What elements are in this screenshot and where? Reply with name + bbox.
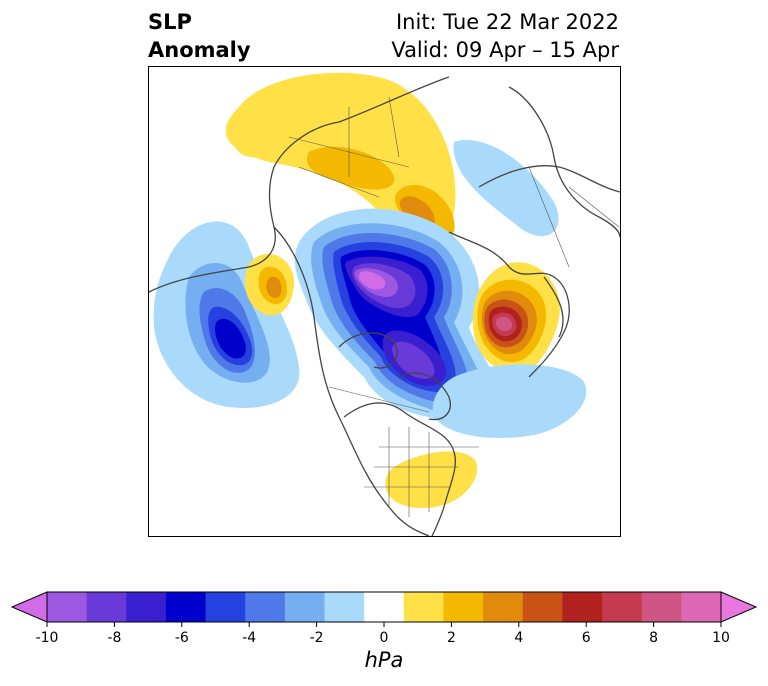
variable-title: SLP Anomaly <box>148 8 251 64</box>
colorbar-tick-label: 2 <box>447 630 456 646</box>
colorbar-segment <box>47 592 88 622</box>
west-pacific-high <box>232 113 278 158</box>
east-siberia-negative <box>453 140 559 237</box>
aleutian-low <box>153 221 300 408</box>
map-canvas <box>149 72 620 536</box>
colorbar-segment <box>562 592 603 622</box>
colorbar-segment <box>483 592 524 622</box>
colorbar-extend-min <box>10 591 48 623</box>
colorbar-segment <box>86 592 127 622</box>
colorbar-segment <box>324 592 365 622</box>
alaska-high <box>244 253 294 316</box>
colorbar-tick-label: -8 <box>107 630 121 646</box>
colorbar-tick-label: 8 <box>649 630 658 646</box>
variable-title-line2: Anomaly <box>148 38 251 62</box>
southeast-us-high <box>385 451 478 509</box>
colorbar-segment <box>126 592 167 622</box>
colorbar-segment <box>403 592 444 622</box>
atlantic-negative <box>432 364 587 438</box>
political-borders <box>288 96 620 517</box>
colorbar-segments <box>10 591 758 623</box>
arctic-canada-low <box>294 208 505 424</box>
colorbar-tick-label: -4 <box>242 630 256 646</box>
colorbar-tick-label: -6 <box>175 630 189 646</box>
north-atlantic-high <box>472 262 560 374</box>
colorbar-segment <box>602 592 643 622</box>
colorbar-segment <box>641 592 682 622</box>
map-panel <box>148 66 621 537</box>
colorbar-ticks: -10 -8 -6 -4 -2 0 2 4 6 8 10 <box>36 622 730 646</box>
colorbar-tick-label: 4 <box>514 630 523 646</box>
init-date: Init: Tue 22 Mar 2022 <box>395 10 619 34</box>
variable-title-line1: SLP <box>148 10 192 34</box>
colorbar-segment <box>165 592 207 622</box>
colorbar-tick-label: 6 <box>582 630 591 646</box>
colorbar-segment <box>284 592 326 622</box>
colorbar-tick-label: -2 <box>310 630 324 646</box>
colorbar-tick-label: -10 <box>36 630 59 646</box>
colorbar-segment <box>205 592 246 622</box>
valid-range: Valid: 09 Apr – 15 Apr <box>391 38 619 62</box>
colorbar-segment <box>443 592 484 622</box>
coastlines <box>149 76 620 536</box>
colorbar: -10 -8 -6 -4 -2 0 2 4 6 8 10 <box>10 591 758 646</box>
colorbar-tick-label: 0 <box>380 630 389 646</box>
date-title: Init: Tue 22 Mar 2022 Valid: 09 Apr – 15… <box>391 8 619 64</box>
colorbar-segment <box>245 592 286 622</box>
colorbar-segment <box>681 592 722 622</box>
colorbar-tick-label: 10 <box>712 630 730 646</box>
colorbar-segment <box>522 592 563 622</box>
colorbar-extend-max <box>720 591 758 623</box>
colorbar-unit: hPa <box>364 648 404 672</box>
colorbar-segment <box>364 592 405 622</box>
